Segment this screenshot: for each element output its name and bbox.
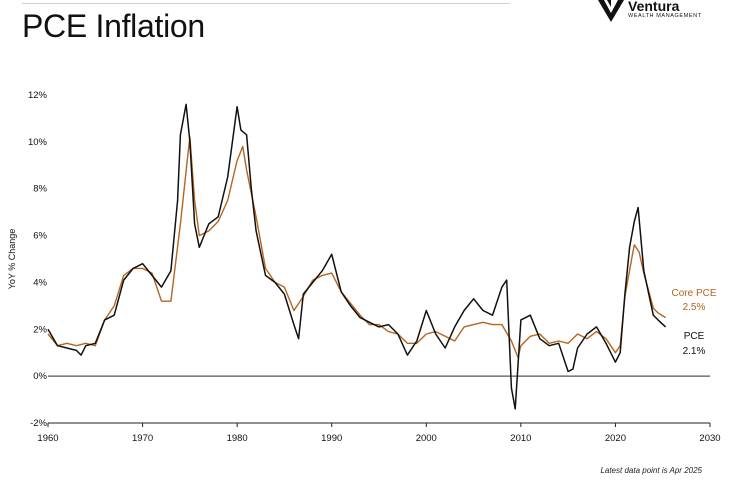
- x-tick-label: 1990: [321, 433, 342, 444]
- latest-data-note: Latest data point is Apr 2025: [600, 466, 702, 475]
- ventura-logo: Ventura WEALTH MANAGEMENT: [596, 0, 716, 24]
- y-tick-label: 6%: [33, 231, 47, 242]
- y-tick-label: -2%: [30, 418, 47, 429]
- core-pce-value-label: 2.5%: [683, 302, 706, 313]
- y-tick-label: 8%: [33, 184, 47, 195]
- pce-value-label: 2.1%: [683, 346, 706, 357]
- pce-series-label: PCE: [684, 331, 705, 342]
- x-tick-label: 2020: [605, 433, 626, 444]
- x-tick-label: 1980: [227, 433, 248, 444]
- logo-subtitle: WEALTH MANAGEMENT: [628, 13, 702, 19]
- y-tick-label: 10%: [28, 137, 48, 148]
- y-tick-label: 0%: [33, 371, 47, 382]
- chart-series: [47, 103, 667, 410]
- y-tick-label: 2%: [33, 324, 47, 335]
- x-tick-label: 1960: [37, 433, 58, 444]
- logo-name: Ventura: [628, 0, 680, 14]
- chart-end-labels: Core PCE 2.5% PCE 2.1%: [671, 288, 716, 357]
- chart-axes: 1960 1970 1980 1990 2000 2010 2020 2030 12% 10% 8%…: [7, 90, 721, 444]
- x-tick-label: 2030: [699, 433, 720, 444]
- ventura-v-icon: [598, 0, 624, 22]
- core-pce-series-label: Core PCE: [671, 288, 716, 299]
- x-tick-label: 1970: [132, 433, 153, 444]
- y-axis-label: YoY % Change: [7, 229, 17, 290]
- x-tick-label: 2010: [510, 433, 531, 444]
- y-tick-label: 4%: [33, 277, 47, 288]
- series-line-pce: [47, 103, 667, 410]
- top-rule: [22, 3, 510, 4]
- page-title: PCE Inflation: [22, 8, 205, 44]
- x-tick-label: 2000: [416, 433, 437, 444]
- y-tick-label: 12%: [28, 90, 48, 101]
- series-line-core-pce: [47, 136, 666, 359]
